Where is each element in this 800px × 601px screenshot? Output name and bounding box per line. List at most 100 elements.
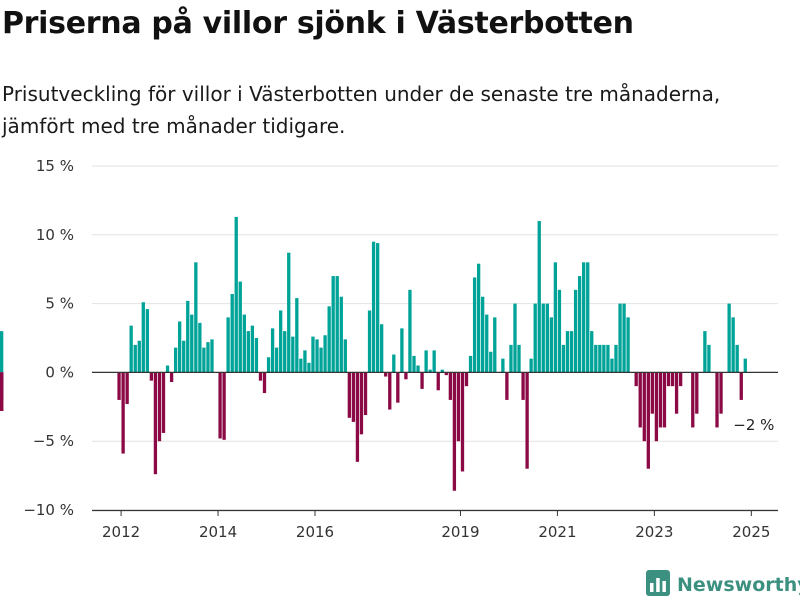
bar xyxy=(513,303,517,373)
bar xyxy=(117,372,121,400)
bar xyxy=(549,317,554,373)
bar xyxy=(287,252,291,373)
bar xyxy=(242,314,246,373)
y-tick-label: 15 % xyxy=(36,157,74,175)
bar xyxy=(234,216,238,373)
bar xyxy=(533,303,537,373)
bar xyxy=(614,344,618,373)
bar xyxy=(283,331,287,373)
bar xyxy=(416,365,420,373)
bar xyxy=(634,372,638,387)
bar xyxy=(448,372,453,400)
bar xyxy=(311,336,315,373)
bar xyxy=(666,372,671,387)
bar xyxy=(440,369,444,373)
bar xyxy=(198,322,202,373)
bar xyxy=(654,372,659,442)
bar xyxy=(250,325,255,373)
bar xyxy=(460,372,465,472)
bar xyxy=(456,372,461,442)
bar xyxy=(161,372,166,433)
bar xyxy=(299,358,303,373)
x-tick-label: 2014 xyxy=(199,523,237,541)
bar xyxy=(254,338,259,373)
bar xyxy=(178,321,182,373)
bar xyxy=(262,372,267,394)
y-tick-label: 10 % xyxy=(36,226,74,244)
brand-name: Newsworthy xyxy=(677,574,800,596)
x-axis-tick-labels: 2012 2014 2016 2019 2021 2023 2025 xyxy=(102,523,770,541)
bar xyxy=(521,372,525,400)
bar xyxy=(735,344,739,373)
y-axis-tick-labels: −10 % −5 % 0 % 5 % 10 % 15 % xyxy=(23,157,74,519)
y-tick-label: −10 % xyxy=(23,501,74,519)
annotations: −2 % xyxy=(733,416,774,434)
bar xyxy=(658,372,663,428)
newsworthy-brand: Newsworthy xyxy=(646,569,800,601)
y-tick-label: −5 % xyxy=(33,432,74,450)
bar xyxy=(404,372,408,380)
bar xyxy=(392,354,396,373)
bar xyxy=(367,310,372,373)
x-tick-label: 2021 xyxy=(538,523,576,541)
bar xyxy=(715,372,719,428)
bar xyxy=(586,262,590,373)
bar xyxy=(169,372,174,383)
bar xyxy=(315,339,319,373)
bar xyxy=(501,358,505,373)
bar xyxy=(375,243,380,373)
bar xyxy=(436,372,440,391)
bar xyxy=(743,358,747,373)
bar xyxy=(582,262,586,373)
bar xyxy=(412,355,416,373)
bar xyxy=(327,306,331,373)
bar xyxy=(590,331,594,373)
bar xyxy=(610,358,614,373)
bar xyxy=(622,303,626,373)
bar xyxy=(226,317,230,373)
bar xyxy=(468,355,473,373)
bar xyxy=(331,276,335,373)
bar xyxy=(472,277,477,373)
bar xyxy=(380,324,384,373)
bar xyxy=(153,372,158,475)
bar xyxy=(222,372,226,440)
bar xyxy=(295,298,299,373)
bar xyxy=(202,347,206,373)
bar xyxy=(347,372,351,418)
bar xyxy=(485,314,489,373)
bar xyxy=(371,241,376,373)
bar xyxy=(537,221,541,373)
bar xyxy=(731,317,735,373)
bar xyxy=(545,303,549,373)
bar xyxy=(646,372,650,469)
bar xyxy=(509,344,513,373)
bar xyxy=(678,372,683,387)
bar xyxy=(319,347,323,373)
bar xyxy=(363,372,368,416)
bar xyxy=(695,372,699,414)
bar xyxy=(650,372,654,414)
x-tick-label: 2012 xyxy=(102,523,140,541)
bar xyxy=(594,344,598,373)
bar xyxy=(670,372,675,387)
bar xyxy=(279,310,283,373)
bar xyxy=(121,372,125,454)
bar xyxy=(626,317,630,373)
bar xyxy=(396,372,400,403)
axes xyxy=(92,371,778,516)
y-tick-label: 5 % xyxy=(45,295,74,313)
bar xyxy=(557,289,562,373)
bar xyxy=(133,344,137,373)
x-tick-label: 2016 xyxy=(296,523,334,541)
bar xyxy=(464,372,469,387)
bar xyxy=(452,372,457,491)
bar xyxy=(303,350,307,373)
bar xyxy=(335,276,339,373)
bar xyxy=(727,303,731,373)
bar xyxy=(565,331,570,373)
bar xyxy=(270,328,275,373)
bar-series xyxy=(0,216,747,491)
bar xyxy=(307,362,311,373)
bar xyxy=(408,289,412,373)
